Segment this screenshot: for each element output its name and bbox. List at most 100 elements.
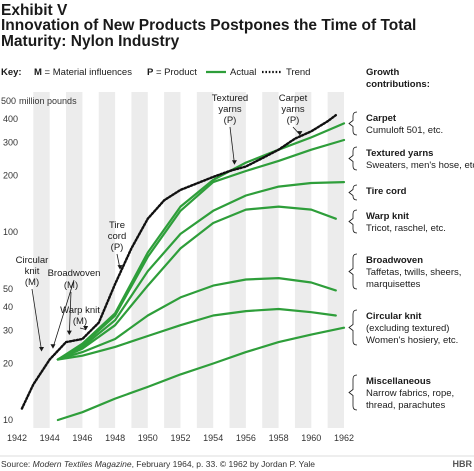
annotation-arrow <box>117 265 123 270</box>
x-tick-label: 1958 <box>269 433 289 443</box>
x-tick-label: 1956 <box>236 433 256 443</box>
y-tick-label: 400 <box>3 114 18 124</box>
growth-item-bracket <box>348 146 358 171</box>
growth-item-bracket <box>348 184 358 201</box>
year-band <box>327 92 344 428</box>
annotation-label: Tire <box>109 220 125 231</box>
x-tick-label: 1952 <box>170 433 190 443</box>
year-band <box>98 92 116 428</box>
annotation-label: (M) <box>64 280 78 291</box>
annotation-leader <box>31 288 42 351</box>
annotation-arrow <box>83 326 89 331</box>
y-axis-unit: 500 million pounds <box>1 96 77 106</box>
growth-item-desc: marquisettes <box>366 279 421 290</box>
key-trend-label: Trend <box>286 67 310 78</box>
annotation-label: Carpet <box>279 93 308 104</box>
x-tick-label: 1954 <box>203 433 223 443</box>
growth-item-name: Warp knit <box>366 211 410 222</box>
annotation-label: (M) <box>73 316 87 327</box>
growth-item-name: Miscellaneous <box>366 376 431 387</box>
y-tick-label: 40 <box>3 302 13 312</box>
growth-item-name: Circular knit <box>366 311 422 322</box>
key-material: M = Material influences <box>34 67 132 78</box>
y-tick-label: 300 <box>3 138 18 148</box>
series-line-warp-knit <box>56 205 337 361</box>
growth-item-desc: Tricot, raschel, etc. <box>366 223 446 234</box>
x-tick-label: 1948 <box>105 433 125 443</box>
chart-key: Key: M = Material influences P = Product… <box>1 67 430 90</box>
growth-item-bracket <box>348 111 358 136</box>
year-band <box>33 92 50 428</box>
growth-item-desc: (excluding textured) <box>366 323 449 334</box>
growth-item-desc: Narrow fabrics, rope, <box>366 388 454 399</box>
annotation-leader <box>68 291 72 335</box>
annotation-label: cord <box>108 231 126 242</box>
annotation-arrow <box>66 330 72 336</box>
annotation-3: Warp knit(M) <box>60 305 100 331</box>
y-tick-label: 10 <box>3 415 13 425</box>
y-tick-label: 50 <box>3 284 13 294</box>
series-line-broadwoven <box>56 277 337 361</box>
annotation-label: (M) <box>25 277 39 288</box>
annotation-label: yarns <box>281 104 304 115</box>
x-axis-ticks: 1942 1944 1946 1948 1950 1952 1954 1956 1958 1960… <box>7 433 354 443</box>
growth-item-name: Broadwoven <box>366 255 423 266</box>
annotation-arrow <box>231 160 237 165</box>
growth-title-line-1: Growth <box>366 67 399 78</box>
annotation-2: (M) <box>64 280 78 336</box>
x-tick-label: 1950 <box>138 433 158 443</box>
x-tick-label: 1944 <box>40 433 60 443</box>
growth-item-name: Carpet <box>366 113 397 124</box>
annotation-arrow <box>297 131 303 136</box>
exhibit-label: Exhibit V <box>1 2 68 19</box>
year-band <box>66 92 83 428</box>
annotation-label: Circular <box>16 255 49 266</box>
annotation-leader <box>229 126 235 164</box>
annotation-label: yarns <box>218 104 241 115</box>
source-details: , February 1964, p. 33. © 1962 by Jordan… <box>132 459 316 469</box>
y-tick-label: 20 <box>3 358 13 368</box>
year-band <box>196 92 214 428</box>
key-actual-label: Actual <box>230 67 256 78</box>
growth-item-circular-knit: Circular knit(excluding textured)Women's… <box>348 309 458 346</box>
hbr-logo: HBR <box>453 459 473 469</box>
growth-item-desc: Sweaters, men's hose, etc <box>366 160 474 171</box>
growth-item-name: Tire cord <box>366 186 407 197</box>
series-line-tire-cord <box>56 181 346 361</box>
growth-title-line-2: contributions: <box>366 79 430 90</box>
growth-item-desc: Cumuloft 501, etc. <box>366 125 443 136</box>
growth-item-tire-cord: Tire cord <box>348 184 407 201</box>
year-band <box>262 92 279 428</box>
annotation-arrow <box>39 346 45 352</box>
source-prefix: Source: <box>1 459 33 469</box>
key-product-text: = Product <box>153 67 197 78</box>
series-line-textured-yarns <box>56 138 346 361</box>
x-tick-label: 1962 <box>334 433 354 443</box>
y-axis-top-label: 500 <box>1 96 16 106</box>
y-axis-label: million pounds <box>19 96 77 106</box>
key-label: Key: <box>1 67 22 78</box>
key-material-text: = Material influences <box>42 67 132 78</box>
annotation-label: (P) <box>111 242 124 253</box>
chart-title-line-1: Innovation of New Products Postpones the… <box>1 17 416 34</box>
annotation-1: Broadwoven <box>48 268 100 349</box>
y-axis-ticks: 10 20 30 40 50 100 200 300 400 <box>3 114 18 425</box>
growth-item-desc: Taffetas, twills, sheers, <box>366 267 461 278</box>
annotation-label: Textured <box>212 93 248 104</box>
growth-item-bracket <box>348 253 358 290</box>
series-lines <box>20 114 346 422</box>
growth-item-desc: thread, parachutes <box>366 400 445 411</box>
source-note: Source: Modern Textiles Magazine, Februa… <box>1 459 315 469</box>
series-line-carpet <box>56 122 346 361</box>
annotation-label: knit <box>25 266 40 277</box>
year-band <box>131 92 148 428</box>
